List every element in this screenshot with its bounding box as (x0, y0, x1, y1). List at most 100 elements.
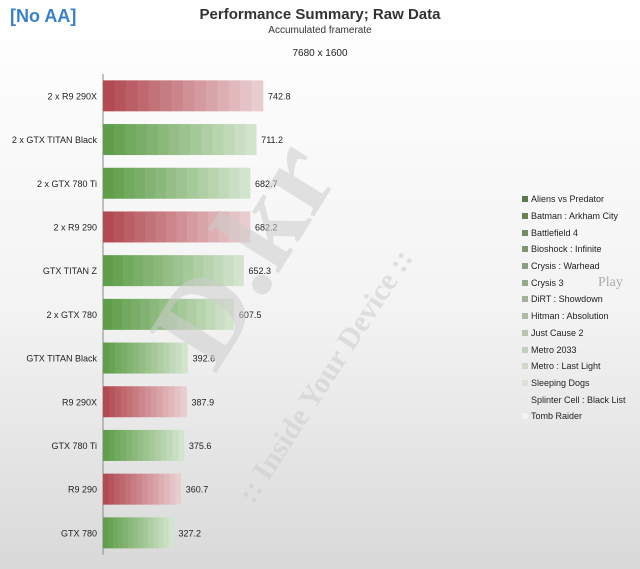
bar-segment (143, 255, 154, 287)
bar-segment (133, 517, 139, 549)
category-label: 2 x GTX TITAN Black (12, 135, 98, 145)
bar-segment (166, 167, 177, 199)
bar-segment (218, 211, 230, 243)
bar-segment (217, 80, 230, 112)
total-label: 387.9 (192, 397, 215, 407)
bar-segment (103, 429, 110, 461)
legend-swatch (522, 313, 528, 320)
bar-segment (108, 386, 116, 418)
bar-segment (212, 124, 224, 156)
bar-group: 2 x GTX TITAN Black 711.2 (12, 124, 283, 156)
bar-segment (178, 429, 185, 461)
bar-segment (134, 211, 146, 243)
total-label: 392.6 (193, 354, 216, 364)
bar-segment (207, 211, 219, 243)
bar-segment (103, 167, 114, 199)
bar-group: 2 x R9 290 682.2 (53, 211, 277, 243)
bar-segment (121, 298, 132, 330)
bar-segment (103, 80, 115, 112)
legend-swatch (522, 413, 528, 420)
category-label: 2 x GTX 780 Ti (37, 179, 97, 189)
bar-segment (168, 386, 175, 418)
bar-segment (208, 167, 219, 199)
legend-swatch (522, 229, 528, 236)
bar-segment (127, 342, 134, 374)
bar-segment (118, 517, 124, 549)
bar-segment (193, 255, 204, 287)
legend-label: Battlefield 4 (531, 227, 579, 238)
bar-segment (164, 473, 170, 505)
bar-segment (143, 517, 149, 549)
bar-segment (103, 473, 109, 505)
legend-label: DiRT : Showdown (531, 294, 603, 305)
bar-segment (197, 167, 209, 199)
bar-segment (251, 80, 264, 112)
legend-swatch (522, 346, 528, 353)
bar-segment (194, 80, 207, 112)
legend-label: Metro : Last Light (531, 361, 601, 372)
bar-segment (131, 429, 138, 461)
category-label: R9 290X (62, 397, 97, 407)
bar-segment (149, 298, 160, 330)
bar-segment (149, 429, 156, 461)
bar-segment (124, 124, 137, 156)
legend-item: Metro : Last Light (522, 358, 626, 375)
bar-segment (103, 211, 114, 243)
bar-segment (137, 80, 150, 112)
bar-segment (112, 298, 122, 330)
bar-segment (123, 517, 129, 549)
bar-segment (139, 342, 146, 374)
bar-group: GTX 780 327.2 (61, 517, 201, 549)
bar-segment (179, 124, 191, 156)
total-label: 360.7 (186, 485, 209, 495)
legend-swatch (522, 213, 528, 220)
category-label: 2 x R9 290X (47, 91, 97, 101)
bar-segment (175, 473, 181, 505)
total-label: 327.2 (178, 528, 201, 538)
legend-item: Batman : Arkham City (522, 208, 626, 225)
bar-segment (126, 429, 133, 461)
total-label: 711.2 (261, 135, 283, 145)
bar-segment (148, 80, 161, 112)
legend-label: Metro 2033 (531, 344, 577, 355)
bar-segment (223, 255, 234, 287)
bar-segment (141, 473, 148, 505)
legend-item: Just Cause 2 (522, 325, 626, 342)
category-label: 2 x R9 290 (53, 222, 97, 232)
legend-label: Crysis 3 (531, 277, 564, 288)
legend-item: Splinter Cell : Black List (522, 391, 626, 408)
bar-segment (144, 386, 152, 418)
bar-group: 2 x GTX 780 607.5 (46, 298, 261, 330)
bar-segment (144, 211, 156, 243)
bar-segment (159, 298, 169, 330)
bar-segment (146, 124, 159, 156)
bar-segment (145, 342, 152, 374)
legend-swatch (522, 396, 528, 403)
legend-label: Splinter Cell : Black List (531, 394, 626, 405)
legend-item: DiRT : Showdown (522, 291, 626, 308)
bar-segment (174, 386, 181, 418)
bar-segment (163, 517, 169, 549)
legend-swatch (522, 196, 528, 203)
bar-segment (124, 167, 135, 199)
bar-segment (138, 386, 146, 418)
bar-segment (197, 211, 209, 243)
bar-segment (125, 80, 138, 112)
bar-segment (176, 167, 188, 199)
bar-segment (201, 124, 213, 156)
bar-segment (103, 124, 115, 156)
bar-segment (123, 211, 135, 243)
bar-segment (155, 429, 162, 461)
bar-segment (181, 342, 188, 374)
bar-segment (123, 255, 134, 287)
bar-group: 2 x R9 290X 742.8 (47, 80, 291, 112)
bar-segment (190, 124, 202, 156)
bar-group: 2 x GTX 780 Ti 682.7 (37, 167, 278, 199)
bar-segment (160, 429, 167, 461)
bar-segment (233, 255, 244, 287)
bar-segment (125, 473, 132, 505)
legend-label: Just Cause 2 (531, 327, 584, 338)
bar-segment (203, 255, 214, 287)
bar-segment (175, 342, 182, 374)
bar-group: R9 290 360.7 (68, 473, 209, 505)
